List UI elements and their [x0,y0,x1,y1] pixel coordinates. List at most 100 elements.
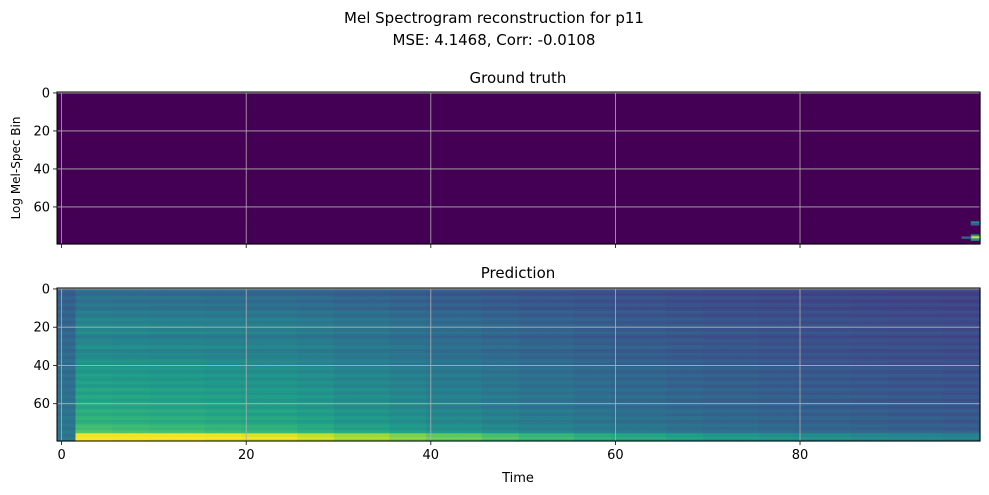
heatmap-cell [943,354,963,358]
heatmap-cell [721,341,741,345]
heatmap-cell [629,351,649,354]
heatmap-cell [93,366,113,369]
heatmap-cell [592,318,612,322]
heatmap-cell [703,337,723,341]
heatmap-cell [906,297,926,301]
heatmap-cell [721,345,741,348]
heatmap-cell [260,354,280,358]
heatmap-cell [130,331,150,335]
heatmap-cell [481,387,501,390]
heatmap-cell [887,337,907,341]
heatmap-cell [278,299,298,302]
heatmap-cell [629,395,649,398]
heatmap-cell [75,379,95,383]
heatmap-cell [666,393,686,396]
heatmap-cell [130,343,150,346]
heatmap-cell [887,324,907,327]
heatmap-cell [573,322,593,325]
heatmap-cell [518,318,538,322]
heatmap-cell [333,303,353,306]
heatmap-cell [536,398,557,402]
heatmap-cell [278,312,298,316]
heatmap-cell [167,419,187,423]
heatmap-cell [407,416,427,419]
heatmap-cell [296,419,317,423]
heatmap-cell [869,419,889,423]
heatmap-cell [260,377,280,381]
heatmap-cell [315,387,335,390]
heatmap-cell [370,330,390,333]
heatmap-cell [204,335,224,339]
heatmap-cell [296,377,317,381]
heatmap-cell [223,328,243,331]
heatmap-cell [869,414,889,417]
heatmap-cell [555,339,575,343]
heatmap-cell [647,439,667,442]
heatmap-cell [75,398,95,402]
heatmap-cell [93,423,113,427]
heatmap-cell [57,335,77,339]
heatmap-cell [57,333,77,337]
heatmap-cell [906,322,926,325]
heatmap-cell [333,299,353,302]
heatmap-cell [666,351,686,354]
heatmap-cell [647,303,667,306]
heatmap-cell [666,433,686,436]
heatmap-cell [260,349,280,352]
heatmap-cell [426,291,446,295]
heatmap-cell [389,379,409,383]
heatmap-cell [518,412,538,415]
heatmap-cell [130,389,150,392]
heatmap-cell [481,362,501,366]
heatmap-cell [573,331,593,335]
heatmap-cell [832,343,852,346]
heatmap-cell [758,383,778,387]
heatmap-cell [684,360,704,364]
heatmap-cell [740,316,760,320]
heatmap-cell [776,318,796,322]
heatmap-cell [278,333,298,337]
heatmap-cell [426,431,446,434]
heatmap-cell [352,377,372,381]
heatmap-cell [260,366,280,369]
heatmap-cell [832,416,852,419]
heatmap-cell [592,366,612,369]
heatmap-cell [758,435,778,438]
heatmap-cell [241,331,261,335]
heatmap-cell [813,335,833,339]
heatmap-cell [444,435,464,438]
heatmap-cell [592,423,612,427]
heatmap-cell [906,410,926,413]
heatmap-cell [924,404,944,408]
heatmap-cell [906,333,926,337]
heatmap-cell [647,307,667,310]
heatmap-cell [758,318,778,322]
heatmap-cell [500,303,520,306]
heatmap-cell [444,312,464,316]
heatmap-cell [776,400,796,404]
heatmap-cell [149,437,169,440]
heatmap-cell [315,418,335,421]
heatmap-cell [149,383,169,387]
heatmap-cell [315,316,335,320]
heatmap-cell [426,303,446,306]
heatmap-cell [924,395,944,398]
heatmap-cell [850,303,870,306]
heatmap-cell [832,425,852,429]
heatmap-cell [555,310,575,314]
heatmap-cell [776,295,796,299]
heatmap-cell [389,368,409,371]
heatmap-cell [296,310,317,314]
heatmap-cell [112,339,132,343]
heatmap-cell [370,389,390,392]
heatmap-cell [592,383,612,387]
heatmap-cell [407,375,427,379]
heatmap-cell [610,406,630,410]
heatmap-cell [703,331,723,335]
heatmap-cell [149,374,169,377]
heatmap-cell [112,397,132,400]
heatmap-cell [555,431,575,434]
heatmap-cell [352,322,372,325]
heatmap-cell [481,389,501,392]
heatmap-cell [333,309,353,312]
